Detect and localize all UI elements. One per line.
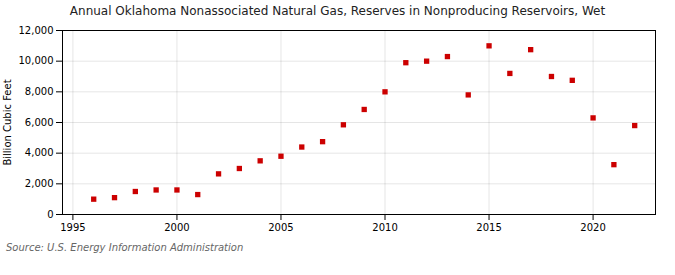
html-text:Annual Oklahoma Nonassociated: Annual Oklahoma Nonassociated Natural Ga… xyxy=(69,4,606,18)
svg-text:6,000: 6,000 xyxy=(25,117,54,128)
svg-text:8,000: 8,000 xyxy=(25,86,54,97)
svg-text:Billion Cubic Feet: Billion Cubic Feet xyxy=(2,79,13,165)
html-text:Source: U.S. Energy Informatio: Source: U.S. Energy Information Administ… xyxy=(6,242,244,253)
svg-text:2,000: 2,000 xyxy=(25,178,54,189)
svg-text:2000: 2000 xyxy=(164,222,189,233)
svg-text:4,000: 4,000 xyxy=(25,147,54,158)
svg-text:12,000: 12,000 xyxy=(19,25,54,36)
svg-text:2010: 2010 xyxy=(372,222,397,233)
svg-text:0: 0 xyxy=(47,209,53,220)
svg-text:2020: 2020 xyxy=(580,222,605,233)
svg-text:2015: 2015 xyxy=(476,222,501,233)
svg-text:1995: 1995 xyxy=(60,222,85,233)
svg-text:10,000: 10,000 xyxy=(19,55,54,66)
svg-text:2005: 2005 xyxy=(268,222,293,233)
